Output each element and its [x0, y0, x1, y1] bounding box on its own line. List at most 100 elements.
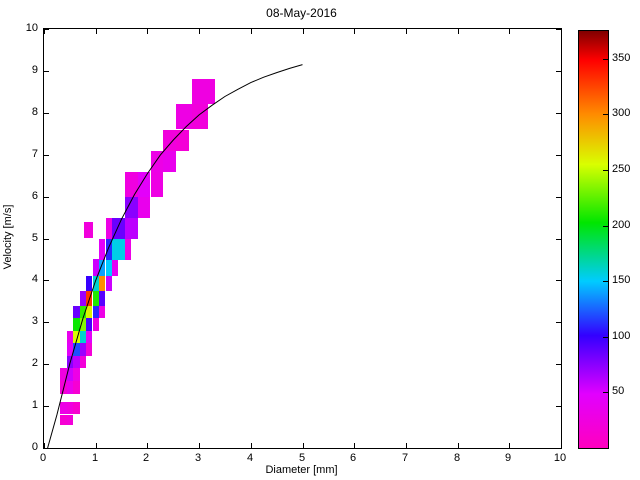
heatmap-cell [124, 196, 138, 218]
y-tick-label: 4 [31, 273, 38, 285]
heatmap-cell [176, 129, 190, 151]
axis-tick [509, 443, 510, 448]
heatmap-cell [163, 129, 177, 151]
colorbar-tick [603, 170, 608, 171]
axis-tick [44, 443, 45, 448]
y-tick-label: 7 [31, 148, 38, 160]
colorbar-tick-label: 200 [612, 218, 631, 231]
y-tick-label: 8 [31, 106, 38, 118]
heatmap-cell [73, 305, 80, 319]
heatmap-cell [79, 355, 87, 369]
heatmap-cell [85, 305, 93, 319]
colorbar-tick-label: 50 [612, 385, 625, 398]
axis-tick [44, 29, 45, 34]
axis-tick [44, 364, 49, 365]
x-tick-label: 7 [401, 452, 409, 464]
colorbar-tick-label: 250 [612, 163, 631, 175]
axis-tick [458, 443, 459, 448]
heatmap-cell [111, 259, 119, 277]
heatmap-cell [84, 221, 93, 239]
colorbar-gradient [579, 31, 608, 448]
axis-tick [561, 29, 562, 34]
heatmap-cell [73, 401, 80, 415]
axis-tick [44, 155, 49, 156]
axis-tick [44, 448, 49, 449]
axis-tick [44, 239, 49, 240]
heatmap-cell [85, 318, 93, 331]
x-tick-label: 5 [298, 452, 306, 464]
axis-tick [44, 71, 49, 72]
y-tick-label: 9 [31, 64, 38, 76]
axis-tick [251, 29, 252, 34]
heatmap-cell [85, 276, 93, 291]
x-tick-label: 4 [246, 452, 254, 464]
x-tick-label: 8 [453, 452, 461, 464]
y-tick-label: 0 [31, 441, 38, 453]
colorbar-tick [603, 281, 608, 283]
y-tick-label: 6 [31, 190, 38, 202]
heatmap-cell [73, 330, 80, 344]
axis-tick [147, 443, 148, 448]
axis-tick [556, 448, 561, 449]
axis-tick [458, 29, 459, 34]
colorbar-tick [603, 58, 608, 60]
heatmap-cell [163, 150, 177, 172]
heatmap-cell [124, 171, 138, 197]
axis-tick [561, 443, 562, 448]
heatmap-cell [137, 171, 151, 197]
axis-tick [556, 113, 561, 114]
heatmap-cell [111, 217, 125, 239]
heatmap-cell [124, 217, 138, 239]
heatmap-cell [60, 414, 67, 425]
axis-tick [556, 71, 561, 72]
axis-tick [556, 406, 561, 407]
heatmap-cell [73, 355, 80, 369]
axis-tick [96, 443, 97, 448]
y-axis-label: Velocity [m/s] [2, 204, 14, 270]
heatmap-cell [60, 401, 67, 415]
heatmap-cell [137, 196, 151, 218]
colorbar-tick-label: 100 [612, 329, 631, 342]
heatmap-cell [66, 414, 74, 425]
colorbar-tick-label: 300 [612, 107, 631, 120]
axis-tick [44, 29, 49, 30]
colorbar [578, 30, 609, 449]
heatmap-cell [150, 171, 164, 197]
y-tick-label: 1 [31, 399, 38, 411]
axis-tick [556, 197, 561, 198]
axis-tick [354, 443, 355, 448]
heatmap-cell [85, 330, 93, 344]
colorbar-tick-label: 150 [612, 274, 631, 287]
heatmap-cell [124, 238, 132, 260]
heatmap-cell [98, 290, 106, 306]
y-tick-label: 10 [25, 22, 38, 34]
axis-tick [406, 443, 407, 448]
heatmap-cell [176, 104, 193, 130]
axis-tick [556, 322, 561, 323]
heatmap-cell [73, 381, 80, 394]
heatmap-cell [60, 368, 67, 381]
heatmap-cell [98, 259, 106, 277]
heatmap-cell [85, 290, 93, 306]
heatmap-cell [73, 318, 80, 331]
y-tick-label: 5 [31, 232, 38, 244]
heatmap-cell [192, 79, 216, 105]
axis-tick [303, 29, 304, 34]
axis-tick [251, 443, 252, 448]
heatmap-cell [73, 343, 80, 356]
axis-tick [44, 113, 49, 114]
axis-tick [556, 239, 561, 240]
heatmap-cell [105, 276, 112, 291]
heatmap-cell [98, 276, 106, 291]
axis-tick [556, 364, 561, 365]
colorbar-tick [603, 225, 608, 227]
x-tick-label: 2 [142, 452, 150, 464]
plot-area [43, 28, 562, 449]
heatmap-cell [98, 238, 106, 260]
axis-tick [44, 406, 49, 407]
axis-tick [44, 280, 49, 281]
axis-tick [406, 29, 407, 34]
axis-tick [556, 29, 561, 30]
heatmap-cells-layer [44, 29, 561, 448]
